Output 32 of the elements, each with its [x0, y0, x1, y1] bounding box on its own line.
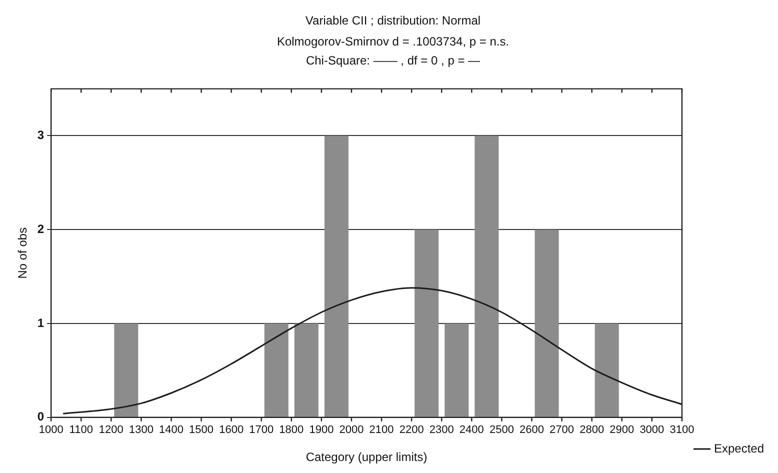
- x-tick-label: 1300: [128, 424, 154, 436]
- x-tick-label: 1700: [249, 424, 274, 436]
- x-tick-label: 2300: [429, 424, 454, 436]
- x-tick-label: 2100: [369, 424, 394, 436]
- x-tick-label: 2800: [580, 424, 604, 436]
- x-tick-label: 2400: [459, 424, 484, 436]
- x-tick-label: 1500: [189, 424, 214, 436]
- x-tick-label: 1100: [69, 424, 93, 436]
- x-tick-label: 2700: [550, 424, 574, 436]
- x-tick-label: 1400: [159, 424, 184, 436]
- x-tick-label: 3100: [670, 424, 694, 436]
- legend-label: Expected: [714, 441, 764, 456]
- y-tick-label: 0: [37, 410, 44, 424]
- x-tick-label: 2000: [339, 424, 364, 436]
- x-tick-label: 2500: [489, 424, 514, 436]
- x-tick-label: 2900: [610, 424, 634, 436]
- y-axis-title: No of obs: [16, 227, 30, 279]
- y-tick-label: 3: [37, 128, 44, 142]
- x-tick-label: 1900: [309, 424, 334, 436]
- x-tick-label: 2200: [399, 424, 424, 436]
- x-tick-label: 1600: [219, 424, 244, 436]
- y-tick-label: 1: [37, 316, 44, 330]
- y-tick-label: 2: [37, 222, 44, 236]
- x-axis-title: Category (upper limits): [306, 450, 428, 464]
- x-tick-label: 1800: [279, 424, 304, 436]
- chart-subtitle: Kolmogorov-Smirnov d = .1003734, p = n.s.: [276, 34, 510, 48]
- x-tick-label: 2600: [520, 424, 544, 436]
- chart-title: Variable CII ; distribution: Normal: [305, 14, 481, 28]
- text: Chi-Square: —— , df = 0 , p = —: [306, 54, 480, 68]
- x-tick-label: 3000: [640, 424, 664, 436]
- x-tick-label: 1200: [98, 424, 124, 436]
- x-tick-label: 1000: [38, 424, 64, 436]
